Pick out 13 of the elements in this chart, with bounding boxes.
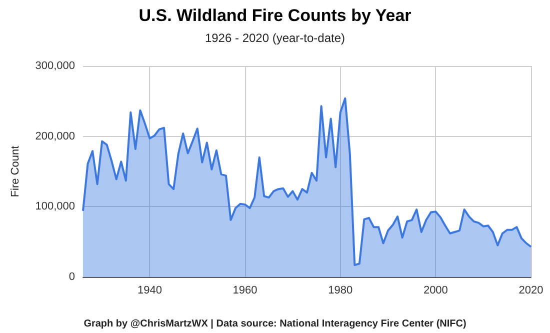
text: Graph by @ChrisMartzWX | Data source: National Interagency Fire Center (NIFC): [84, 318, 466, 330]
x-tick-label: 1960: [232, 284, 258, 296]
chart-subtitle: 1926 - 2020 (year-to-date): [204, 31, 346, 45]
x-tick-label: 1980: [328, 284, 353, 296]
x-tick-label: 2000: [423, 284, 448, 296]
y-tick-label: 300,000: [35, 60, 75, 72]
y-tick-label: 0: [68, 271, 75, 283]
x-tick-label: 1940: [137, 284, 162, 296]
x-tick-label: 2020: [518, 284, 544, 296]
y-tick-label: 200,000: [35, 130, 75, 142]
y-axis-title: Fire Count: [10, 146, 22, 198]
chart-title: U.S. Wildland Fire Counts by Year: [138, 6, 412, 25]
y-tick-label: 100,000: [35, 200, 75, 213]
